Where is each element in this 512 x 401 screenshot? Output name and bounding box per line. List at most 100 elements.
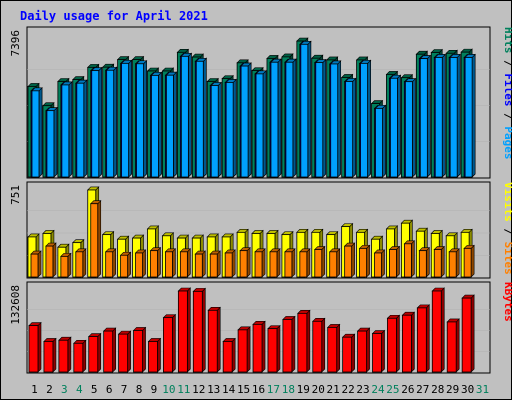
sites-bar xyxy=(433,245,445,278)
kbytes-bar-side xyxy=(396,314,400,373)
kbytes-bar xyxy=(341,333,356,373)
kbytes-bar xyxy=(416,304,431,373)
sites-bar-face xyxy=(433,249,442,278)
pages-bar xyxy=(165,71,178,178)
sites-bar-face xyxy=(120,254,129,278)
pages-bar-side xyxy=(173,71,177,178)
sites-bar-side xyxy=(276,248,281,278)
pages-bar-side xyxy=(352,77,356,178)
chart-title: Daily usage for April 2021 xyxy=(20,9,208,23)
sites-bar-side xyxy=(261,248,266,278)
kbytes-bar-side xyxy=(381,329,385,373)
pages-bar xyxy=(374,104,387,178)
sites-bar-face xyxy=(403,243,412,278)
sites-bar xyxy=(463,244,475,278)
pages-bar-side xyxy=(217,81,222,178)
pages-bar xyxy=(419,54,432,178)
sites-bar-side xyxy=(396,245,400,278)
pages-bar xyxy=(61,81,73,178)
x-tick-label: 6 xyxy=(106,383,113,396)
x-tick-label: 30 xyxy=(461,383,474,396)
sites-bar-face xyxy=(45,245,54,278)
sites-bar xyxy=(194,250,207,278)
bars-visits-sites xyxy=(27,186,475,278)
chart-panels: 7396 751 132608 xyxy=(9,26,491,374)
sites-bar-face xyxy=(224,252,233,278)
legend-item-sites: Sites xyxy=(502,242,512,275)
kbytes-bar-side xyxy=(216,306,221,373)
pages-bar xyxy=(240,62,252,178)
sites-bar-face xyxy=(329,251,338,278)
pages-bar xyxy=(150,71,163,178)
kbytes-bar xyxy=(117,330,132,373)
x-axis-labels: 1 2 3 4 5 6 7 8 9 10 11 12 13 14 15 16 17 18 19 20 21 22 23 24 2… xyxy=(31,383,489,396)
sites-bar xyxy=(149,246,162,278)
sites-bar-face xyxy=(418,250,427,278)
pages-bar-face xyxy=(315,62,324,178)
pages-bar xyxy=(105,66,118,178)
x-tick-label: 28 xyxy=(431,383,444,396)
kbytes-bar-face xyxy=(416,307,427,373)
pages-bar-side xyxy=(38,87,43,178)
kbytes-bar-face xyxy=(192,290,203,373)
kbytes-bar xyxy=(177,287,192,373)
kbytes-bar-face xyxy=(431,290,442,373)
pages-bar-side xyxy=(397,74,401,178)
bars-hits-files-pages xyxy=(27,37,476,178)
kbytes-bar-side xyxy=(52,337,57,373)
x-tick-label: 15 xyxy=(237,383,250,396)
pages-bar-side xyxy=(277,58,282,178)
pages-bar-face xyxy=(31,90,40,178)
pages-bar xyxy=(285,58,297,178)
x-tick-label: 16 xyxy=(252,383,265,396)
legend-item-kbytes: KBytes xyxy=(502,282,512,322)
sites-bar-face xyxy=(359,247,367,278)
pages-bar-face xyxy=(210,85,219,178)
pages-bar-side xyxy=(143,60,147,178)
y-max-label-kbytes: 132608 xyxy=(9,285,22,325)
sites-bar-face xyxy=(30,253,39,278)
pages-bar-face xyxy=(285,61,294,178)
kbytes-bar-face xyxy=(58,339,69,373)
pages-bar-face xyxy=(46,110,55,178)
sites-bar xyxy=(448,248,460,278)
pages-bar xyxy=(91,66,103,178)
pages-bar xyxy=(315,58,327,178)
x-tick-label: 3 xyxy=(61,383,68,396)
sites-bar xyxy=(75,248,87,278)
kbytes-bar-side xyxy=(366,327,370,373)
panel-visits-sites: 751 xyxy=(9,181,491,279)
x-tick-label: 14 xyxy=(222,383,236,396)
kbytes-bar-side xyxy=(231,337,236,373)
legend-text-kbytes: KBytes xyxy=(502,282,512,322)
x-tick-label: 5 xyxy=(91,383,98,396)
pages-bar-face xyxy=(166,74,174,178)
pages-bar-side xyxy=(337,60,342,178)
sites-bar-face xyxy=(239,250,248,278)
x-tick-label: 19 xyxy=(297,383,310,396)
sites-bar xyxy=(90,199,102,278)
sites-bar xyxy=(119,251,132,278)
chart-legends: Hits / Files / Pages Visits / Sites KBytes xyxy=(502,27,512,322)
legend-separator: / xyxy=(502,222,512,242)
sites-bar-side xyxy=(426,246,430,278)
kbytes-bar xyxy=(401,311,416,373)
pages-bar xyxy=(300,40,312,178)
pages-bar-side xyxy=(113,66,117,178)
pages-bar-face xyxy=(136,63,144,178)
sites-bar-side xyxy=(366,244,370,278)
kbytes-bar-face xyxy=(177,290,188,373)
kbytes-bar-face xyxy=(28,325,39,373)
sites-bar xyxy=(388,245,401,278)
pages-bar-side xyxy=(367,59,371,178)
kbytes-bar-face xyxy=(133,330,143,373)
kbytes-bar-side xyxy=(351,333,355,373)
kbytes-bar xyxy=(371,329,386,373)
sites-bar xyxy=(209,250,221,278)
kbytes-bar-side xyxy=(157,337,161,373)
pages-bar-face xyxy=(121,62,130,178)
pages-bar-side xyxy=(158,71,162,178)
x-tick-label: 12 xyxy=(192,383,205,396)
pages-bar xyxy=(225,78,237,178)
pages-bar xyxy=(464,53,476,178)
